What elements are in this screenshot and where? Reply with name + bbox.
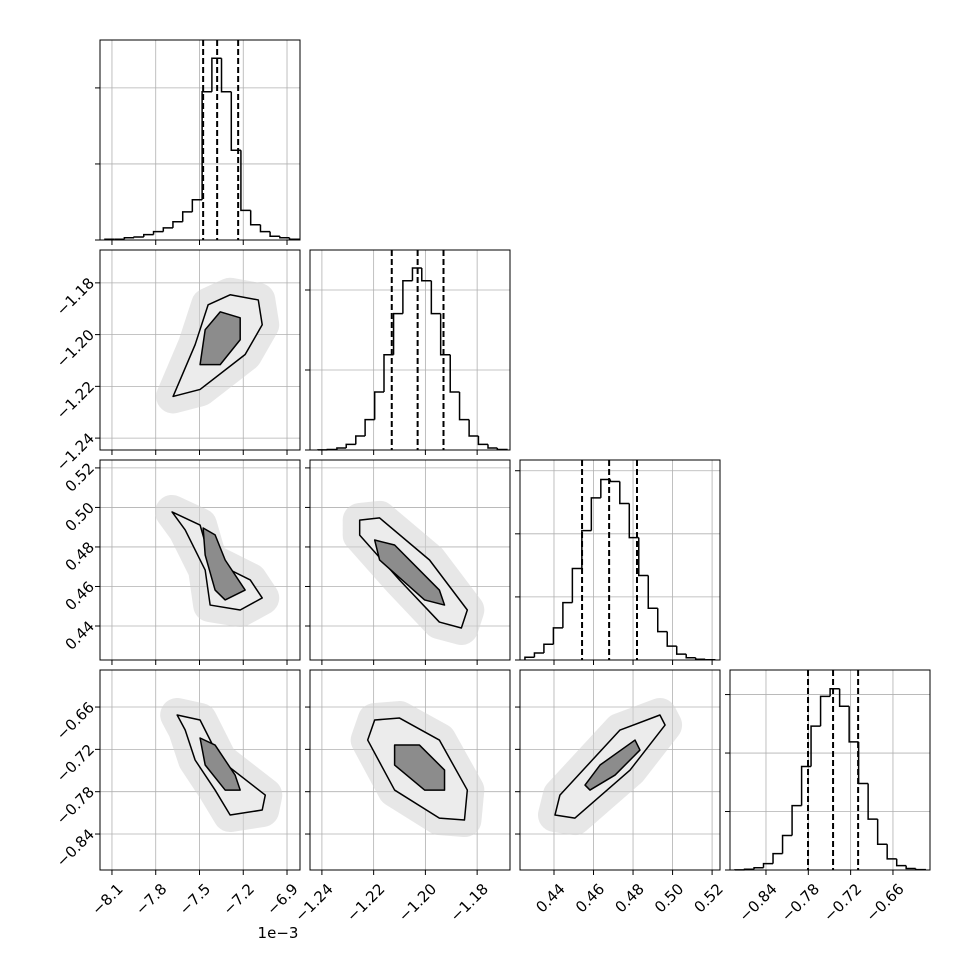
hist-bin	[134, 237, 144, 238]
offset-text: 1e−3	[258, 924, 299, 942]
